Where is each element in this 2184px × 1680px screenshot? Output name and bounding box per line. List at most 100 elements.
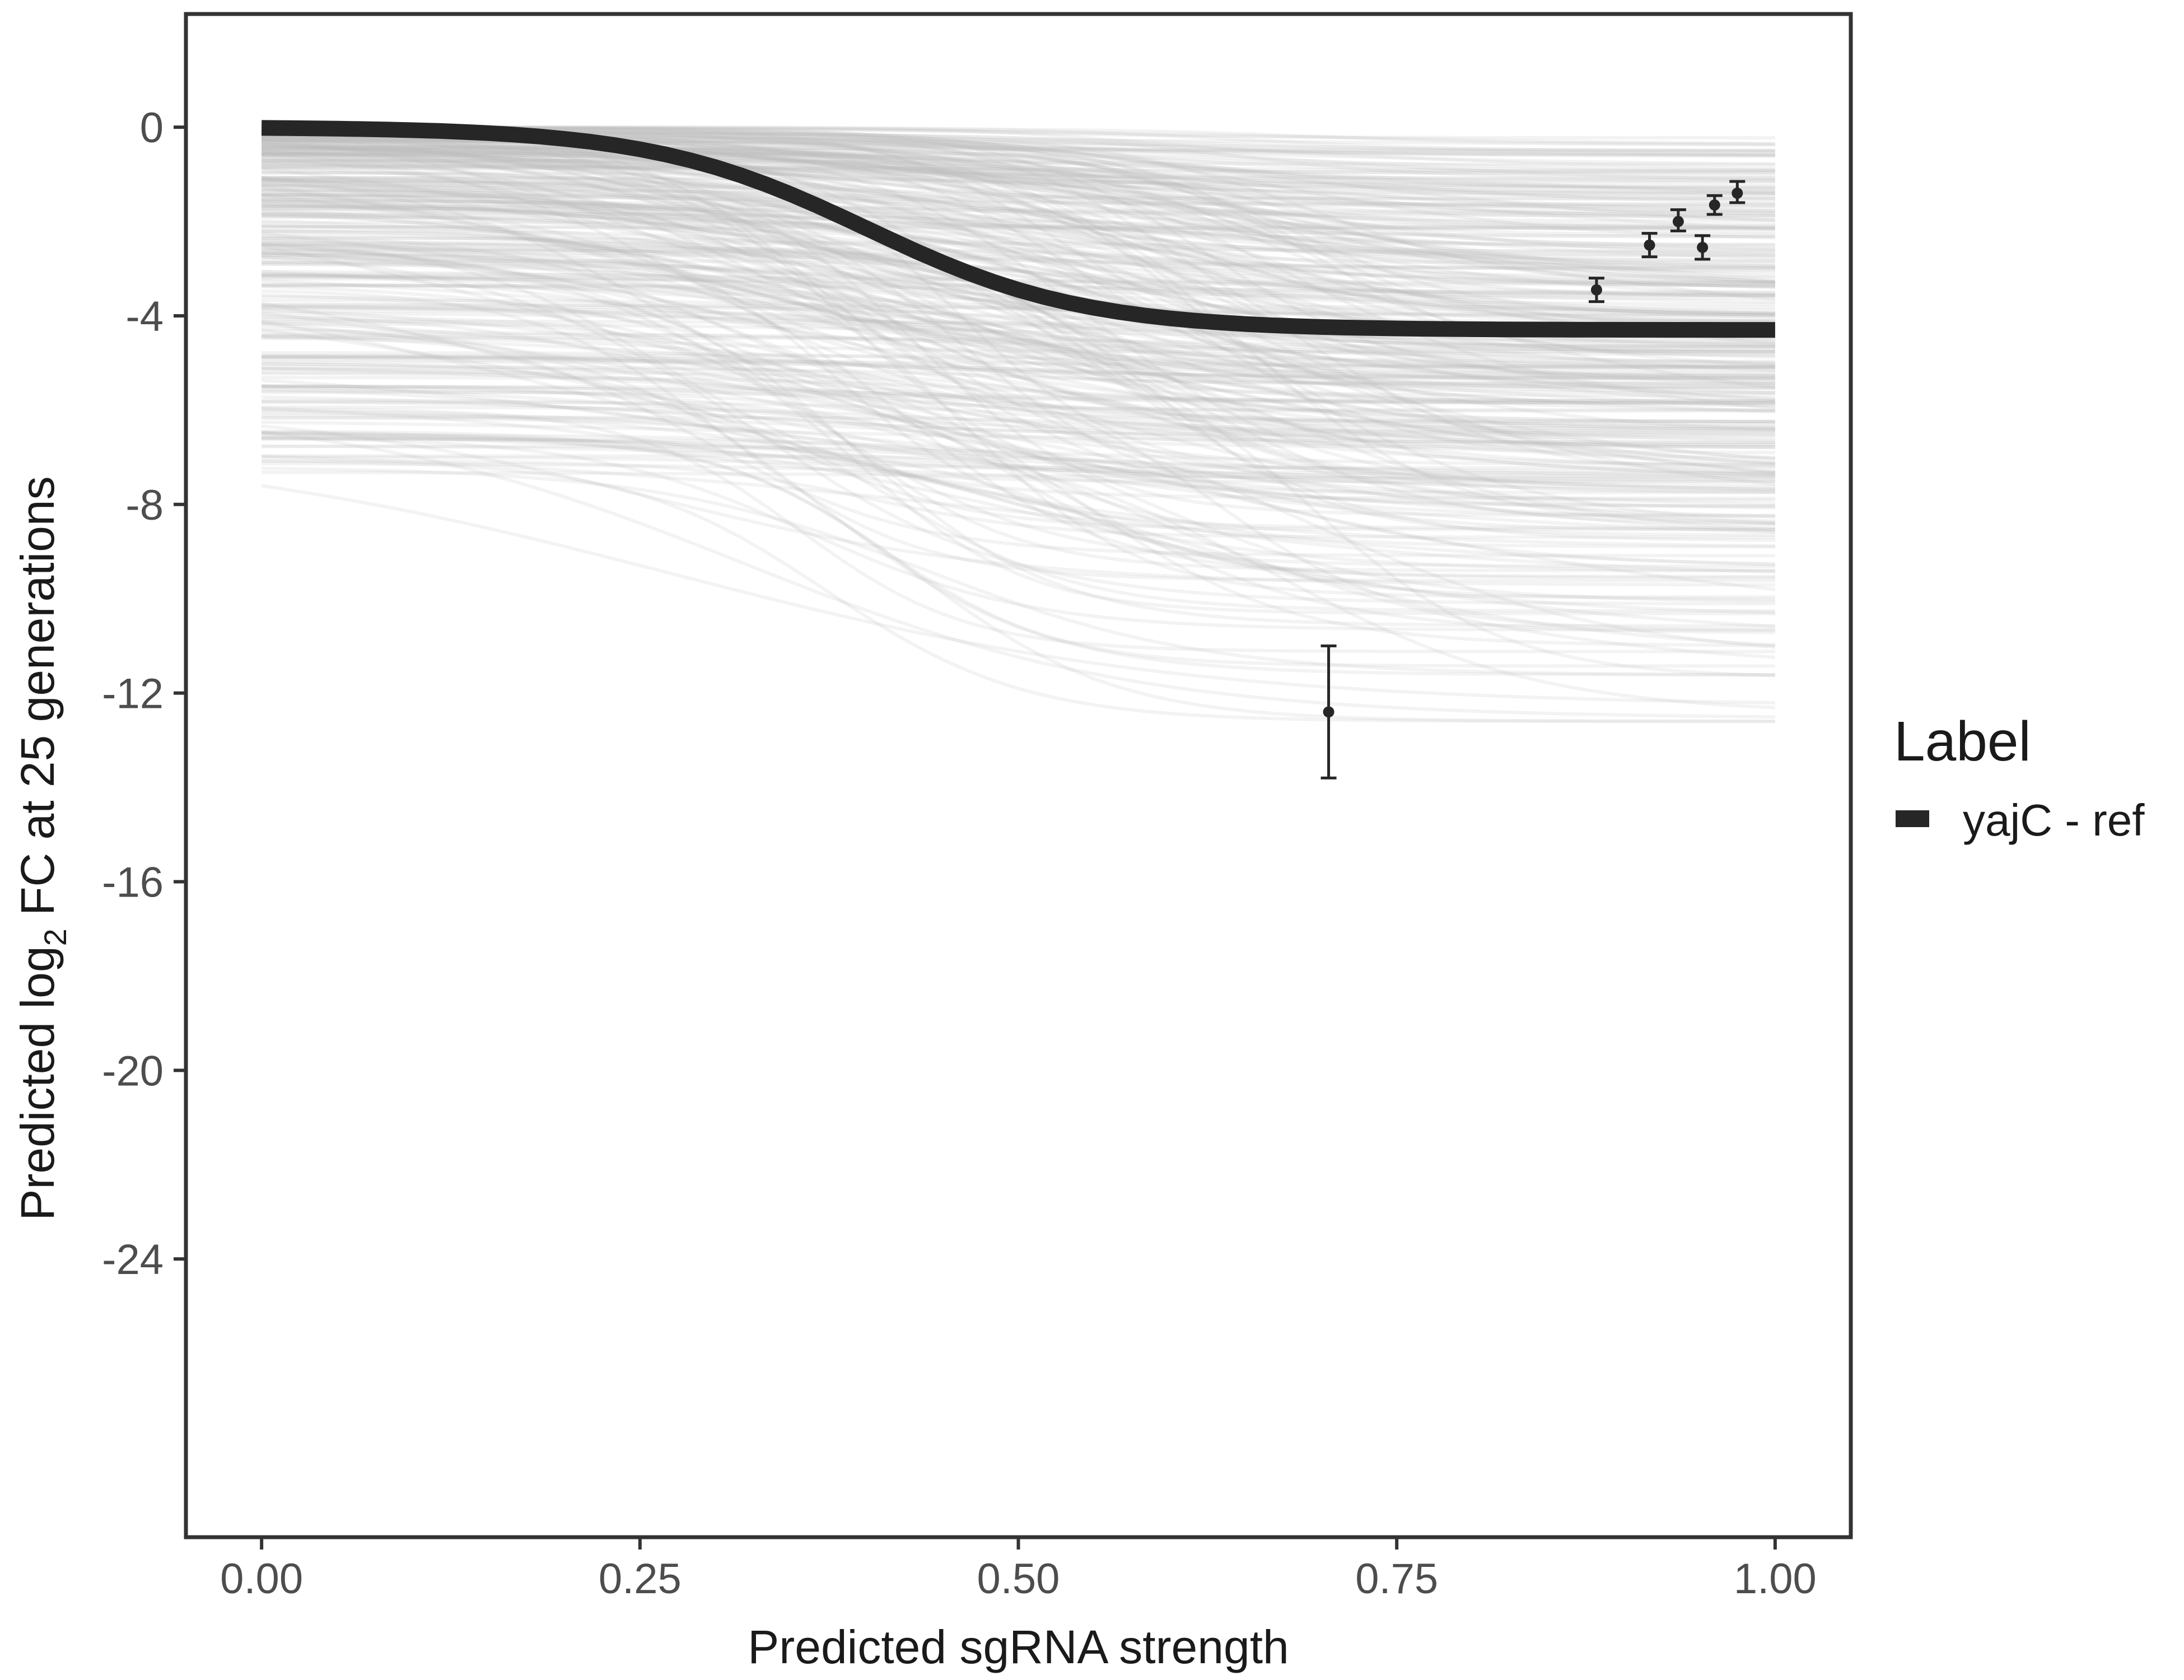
posterior-draw-line (262, 211, 1775, 284)
posterior-draw-line (261, 152, 1775, 423)
x-tick-label: 1.00 (1734, 1555, 1817, 1603)
posterior-draw-line (262, 185, 1775, 200)
posterior-draw-line (262, 151, 1775, 298)
posterior-draw-line (262, 431, 1775, 478)
point-marker (1323, 706, 1334, 718)
posterior-draw-line (262, 138, 1775, 213)
posterior-draw-line (262, 262, 1775, 381)
legend-key-yajc-ref (1896, 810, 1929, 827)
posterior-draw-line (262, 272, 1775, 316)
posterior-draw-line (262, 385, 1775, 502)
posterior-draw-line (261, 135, 1775, 387)
posterior-draw-line (262, 405, 1775, 435)
posterior-draw-line (262, 356, 1775, 510)
posterior-draw-line (262, 212, 1775, 408)
posterior-draw-line (262, 367, 1775, 402)
posterior-draw-line (262, 151, 1775, 195)
posterior-draw-line (262, 408, 1775, 493)
posterior-draw-line (262, 146, 1775, 158)
posterior-draw-line (262, 319, 1775, 388)
x-axis: 0.00 0.25 0.50 0.75 1.00 (220, 1537, 1817, 1603)
posterior-draw-line (262, 470, 1775, 482)
posterior-draw-line (262, 194, 1775, 372)
posterior-draw-line (262, 354, 1775, 647)
posterior-draw-line (262, 269, 1775, 284)
posterior-draw-line (262, 136, 1775, 477)
posterior-draw-line (262, 165, 1775, 256)
y-tick-label: -24 (102, 1236, 164, 1284)
posterior-draw-line (262, 156, 1776, 286)
posterior-draw-line (262, 198, 1775, 230)
posterior-draw-line (262, 244, 1775, 348)
posterior-draw-line (262, 193, 1775, 229)
posterior-draw-line (262, 166, 1775, 193)
posterior-draw-line (262, 179, 1775, 375)
posterior-draw-line (262, 334, 1775, 450)
posterior-draw-line (262, 253, 1775, 346)
posterior-draw-line (262, 354, 1775, 380)
posterior-draw-line (262, 260, 1775, 286)
posterior-draw-line (262, 153, 1775, 306)
posterior-draw-line (262, 329, 1775, 365)
x-tick-label: 0.75 (1355, 1555, 1438, 1603)
posterior-draw-line (262, 459, 1775, 539)
posterior-draw-line (261, 143, 1775, 290)
posterior-draw-line (262, 151, 1775, 260)
posterior-draw-line (262, 437, 1775, 566)
posterior-draw-line (262, 306, 1776, 531)
posterior-draw-line (261, 208, 1775, 368)
posterior-draw-line (262, 224, 1775, 483)
posterior-draw-line (262, 399, 1775, 549)
posterior-draw-line (262, 188, 1775, 265)
posterior-draw-line (262, 236, 1775, 348)
posterior-draws (261, 125, 1776, 724)
posterior-draw-line (262, 251, 1775, 537)
posterior-draw-line (262, 260, 1775, 599)
posterior-draw-line (262, 272, 1775, 344)
posterior-draw-line (262, 188, 1775, 426)
posterior-draw-line (261, 424, 1775, 587)
posterior-draw-line (261, 407, 1776, 628)
posterior-draw-line (262, 161, 1776, 367)
posterior-draw-line (262, 193, 1775, 398)
posterior-draw-line (262, 176, 1775, 268)
posterior-draw-line (262, 254, 1775, 363)
posterior-draw-line (262, 298, 1775, 312)
posterior-draw-line (262, 167, 1775, 525)
posterior-draw-line (262, 198, 1776, 336)
posterior-draw-line (261, 219, 1775, 304)
posterior-draw-line (262, 213, 1775, 389)
legend: Label yajC - ref (1894, 710, 2145, 845)
posterior-draw-line (262, 230, 1775, 530)
point-marker (1590, 284, 1602, 296)
posterior-draw-line (261, 241, 1775, 500)
posterior-draw-line (262, 221, 1775, 475)
data-point (1729, 180, 1746, 204)
posterior-draw-line (262, 315, 1775, 615)
y-axis-title: Predicted log2 FC at 25 generations (11, 476, 73, 1220)
posterior-draw-line (261, 180, 1775, 449)
posterior-draw-line (262, 371, 1775, 632)
posterior-draw-line (262, 142, 1775, 196)
posterior-draw-line (262, 243, 1775, 424)
posterior-draw-line (262, 183, 1775, 201)
posterior-draw-line (262, 140, 1775, 231)
posterior-draw-line (262, 133, 1775, 222)
posterior-draw-line (261, 284, 1775, 455)
legend-title: Label (1894, 710, 2031, 773)
point-marker (1644, 239, 1655, 251)
posterior-draw-line (262, 454, 1775, 531)
y-tick-label: 0 (140, 104, 164, 152)
legend-label-yajc-ref: yajC - ref (1963, 795, 2145, 845)
posterior-draw-line (262, 293, 1775, 508)
posterior-draw-line (262, 159, 1775, 239)
posterior-draw-line (262, 138, 1775, 228)
posterior-draw-line (261, 242, 1775, 424)
posterior-draw-line (261, 244, 1775, 519)
series-line-yajc-ref (261, 120, 1775, 338)
posterior-draw-line (262, 459, 1775, 724)
posterior-draw-line (262, 204, 1776, 523)
posterior-draw-line (262, 132, 1775, 353)
posterior-draw-line (262, 416, 1775, 480)
posterior-draw-line (262, 360, 1775, 380)
